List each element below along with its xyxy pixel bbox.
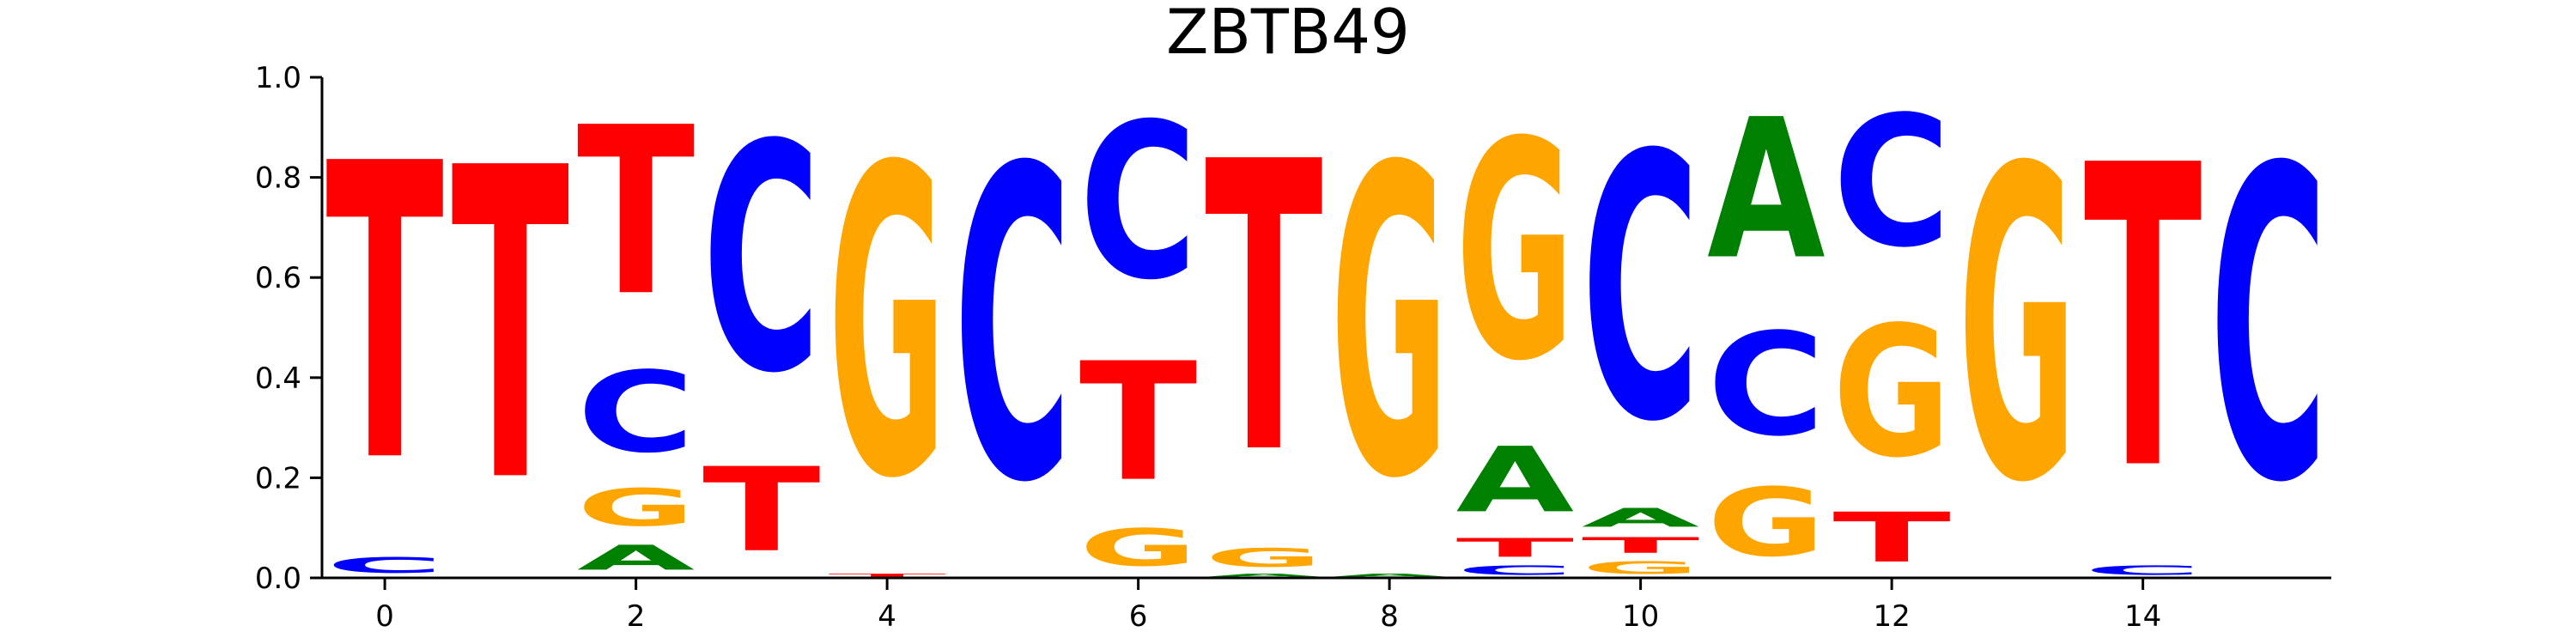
logo-letter-g-pos-13: G [1959, 78, 2076, 576]
logo-letter-g-pos-4: G [828, 78, 945, 571]
logo-letter-t-pos-4: T [828, 573, 945, 578]
logo-letter-c-pos-0: C [325, 553, 443, 578]
logo-letter-g-pos-9: G [1456, 78, 1574, 428]
x-tick-label: 0 [375, 599, 394, 634]
logo-letter-t-pos-10: T [1582, 533, 1700, 558]
y-tick-label: 0.2 [255, 461, 301, 495]
logo-letter-a-pos-7: A [1205, 573, 1322, 578]
logo-letter-a-pos-11: A [1707, 77, 1825, 302]
logo-letter-t-pos-3: T [702, 444, 820, 578]
logo-letter-t-pos-12: T [1832, 499, 1950, 579]
logo-letter-t-pos-6: T [1079, 329, 1197, 518]
logo-letter-g-pos-12: G [1832, 288, 1950, 497]
y-tick-label: 0.8 [255, 161, 301, 196]
logo-letter-c-pos-5: C [954, 78, 1072, 576]
logo-letter-c-pos-10: C [1582, 79, 1699, 502]
y-tick-label: 1.0 [255, 61, 301, 95]
logo-letter-a-pos-8: A [1330, 573, 1448, 578]
logo-letter-t-pos-7: T [1205, 79, 1324, 543]
logo-letter-g-pos-10: G [1582, 558, 1699, 578]
y-tick-label: 0.6 [255, 261, 301, 295]
x-tick-label: 14 [2124, 599, 2161, 634]
logo-letter-g-pos-7: G [1205, 543, 1322, 573]
x-tick-label: 12 [1873, 599, 1910, 634]
logo-letter-a-pos-2: A [577, 538, 695, 578]
x-tick-label: 10 [1622, 599, 1659, 634]
logo-letter-t-pos-9: T [1456, 533, 1574, 563]
logo-letter-t-pos-1: T [452, 78, 571, 577]
logo-letter-c-pos-9: C [1456, 563, 1574, 578]
y-tick-label: 0.0 [255, 562, 301, 596]
logo-letter-c-pos-2: C [577, 348, 695, 477]
x-tick-label: 6 [1129, 599, 1148, 634]
logo-letter-g-pos-8: G [1330, 78, 1448, 571]
logo-letter-c-pos-6: C [1079, 77, 1197, 327]
logo-letter-g-pos-11: G [1707, 469, 1825, 578]
logo-letter-c-pos-15: C [2209, 78, 2327, 576]
logo-letter-g-pos-2: G [577, 477, 695, 538]
logo-letter-g-pos-6: G [1079, 518, 1197, 578]
logo-letter-t-pos-14: T [2084, 79, 2203, 562]
x-tick-label: 8 [1380, 599, 1399, 634]
x-axis-ticks: 0 2 4 6 8 10 12 14 [375, 578, 2161, 634]
logo-letter-c-pos-11: C [1707, 302, 1825, 467]
logo-letter-a-pos-9: A [1456, 428, 1575, 532]
chart-title: ZBTB49 [1166, 0, 1410, 68]
logo-letter-a-pos-10: A [1582, 503, 1699, 533]
logo-letter-c-pos-12: C [1832, 78, 1950, 287]
y-tick-label: 0.4 [255, 361, 301, 396]
logo-letter-t-pos-2: T [577, 78, 695, 348]
logo-letter-c-pos-14: C [2084, 563, 2202, 578]
x-tick-label: 4 [878, 599, 896, 634]
x-tick-label: 2 [627, 599, 646, 634]
logo-letter-t-pos-0: T [325, 77, 445, 551]
logo-letter-c-pos-3: C [702, 78, 820, 442]
y-axis-ticks: 0.0 0.2 0.4 0.6 0.8 1.0 [255, 61, 322, 596]
